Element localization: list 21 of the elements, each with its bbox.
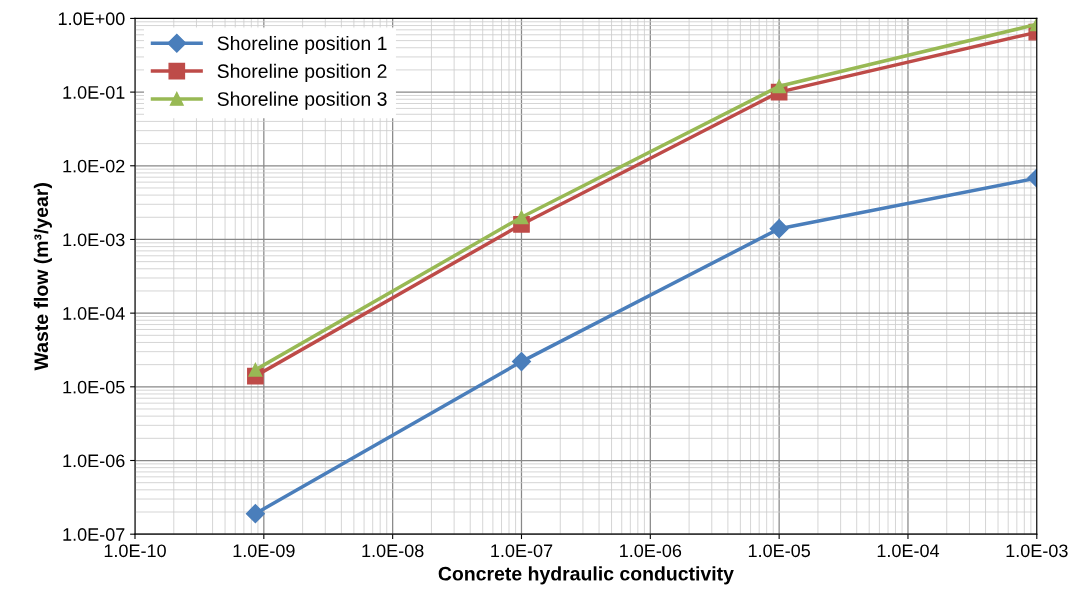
y-axis-title: Waste flow (m³/year) (33, 183, 52, 371)
x-axis-title: Concrete hydraulic conductivity (438, 566, 734, 585)
y-tick-label: 1.0E-06 (63, 454, 125, 468)
y-tick-label: 1.0E-01 (63, 86, 125, 99)
x-tick-label: 1.0E-07 (491, 544, 553, 558)
y-tick-label: 1.0E-07 (63, 528, 125, 541)
x-tick-label: 1.0E-04 (877, 544, 940, 558)
x-tick-label: 1.0E-06 (620, 544, 682, 558)
legend-label: Shoreline position 3 (217, 91, 387, 110)
x-tick-label: 1.0E-05 (748, 544, 811, 558)
x-tick-label: 1.0E-09 (233, 544, 295, 558)
x-tick-label: 1.0E-10 (104, 544, 166, 558)
y-tick-label: 1.0E-03 (63, 233, 125, 247)
y-tick-label: 1.0E-05 (63, 380, 125, 394)
x-tick-label: 1.0E-03 (1006, 544, 1068, 558)
y-tick-label: 1.0E+00 (58, 12, 125, 26)
y-tick-label: 1.0E-02 (63, 159, 125, 173)
y-tick-label: 1.0E-04 (63, 307, 125, 320)
legend-label: Shoreline position 1 (217, 35, 387, 55)
x-tick-label: 1.0E-08 (362, 544, 424, 558)
legend-label: Shoreline position 2 (217, 63, 387, 82)
